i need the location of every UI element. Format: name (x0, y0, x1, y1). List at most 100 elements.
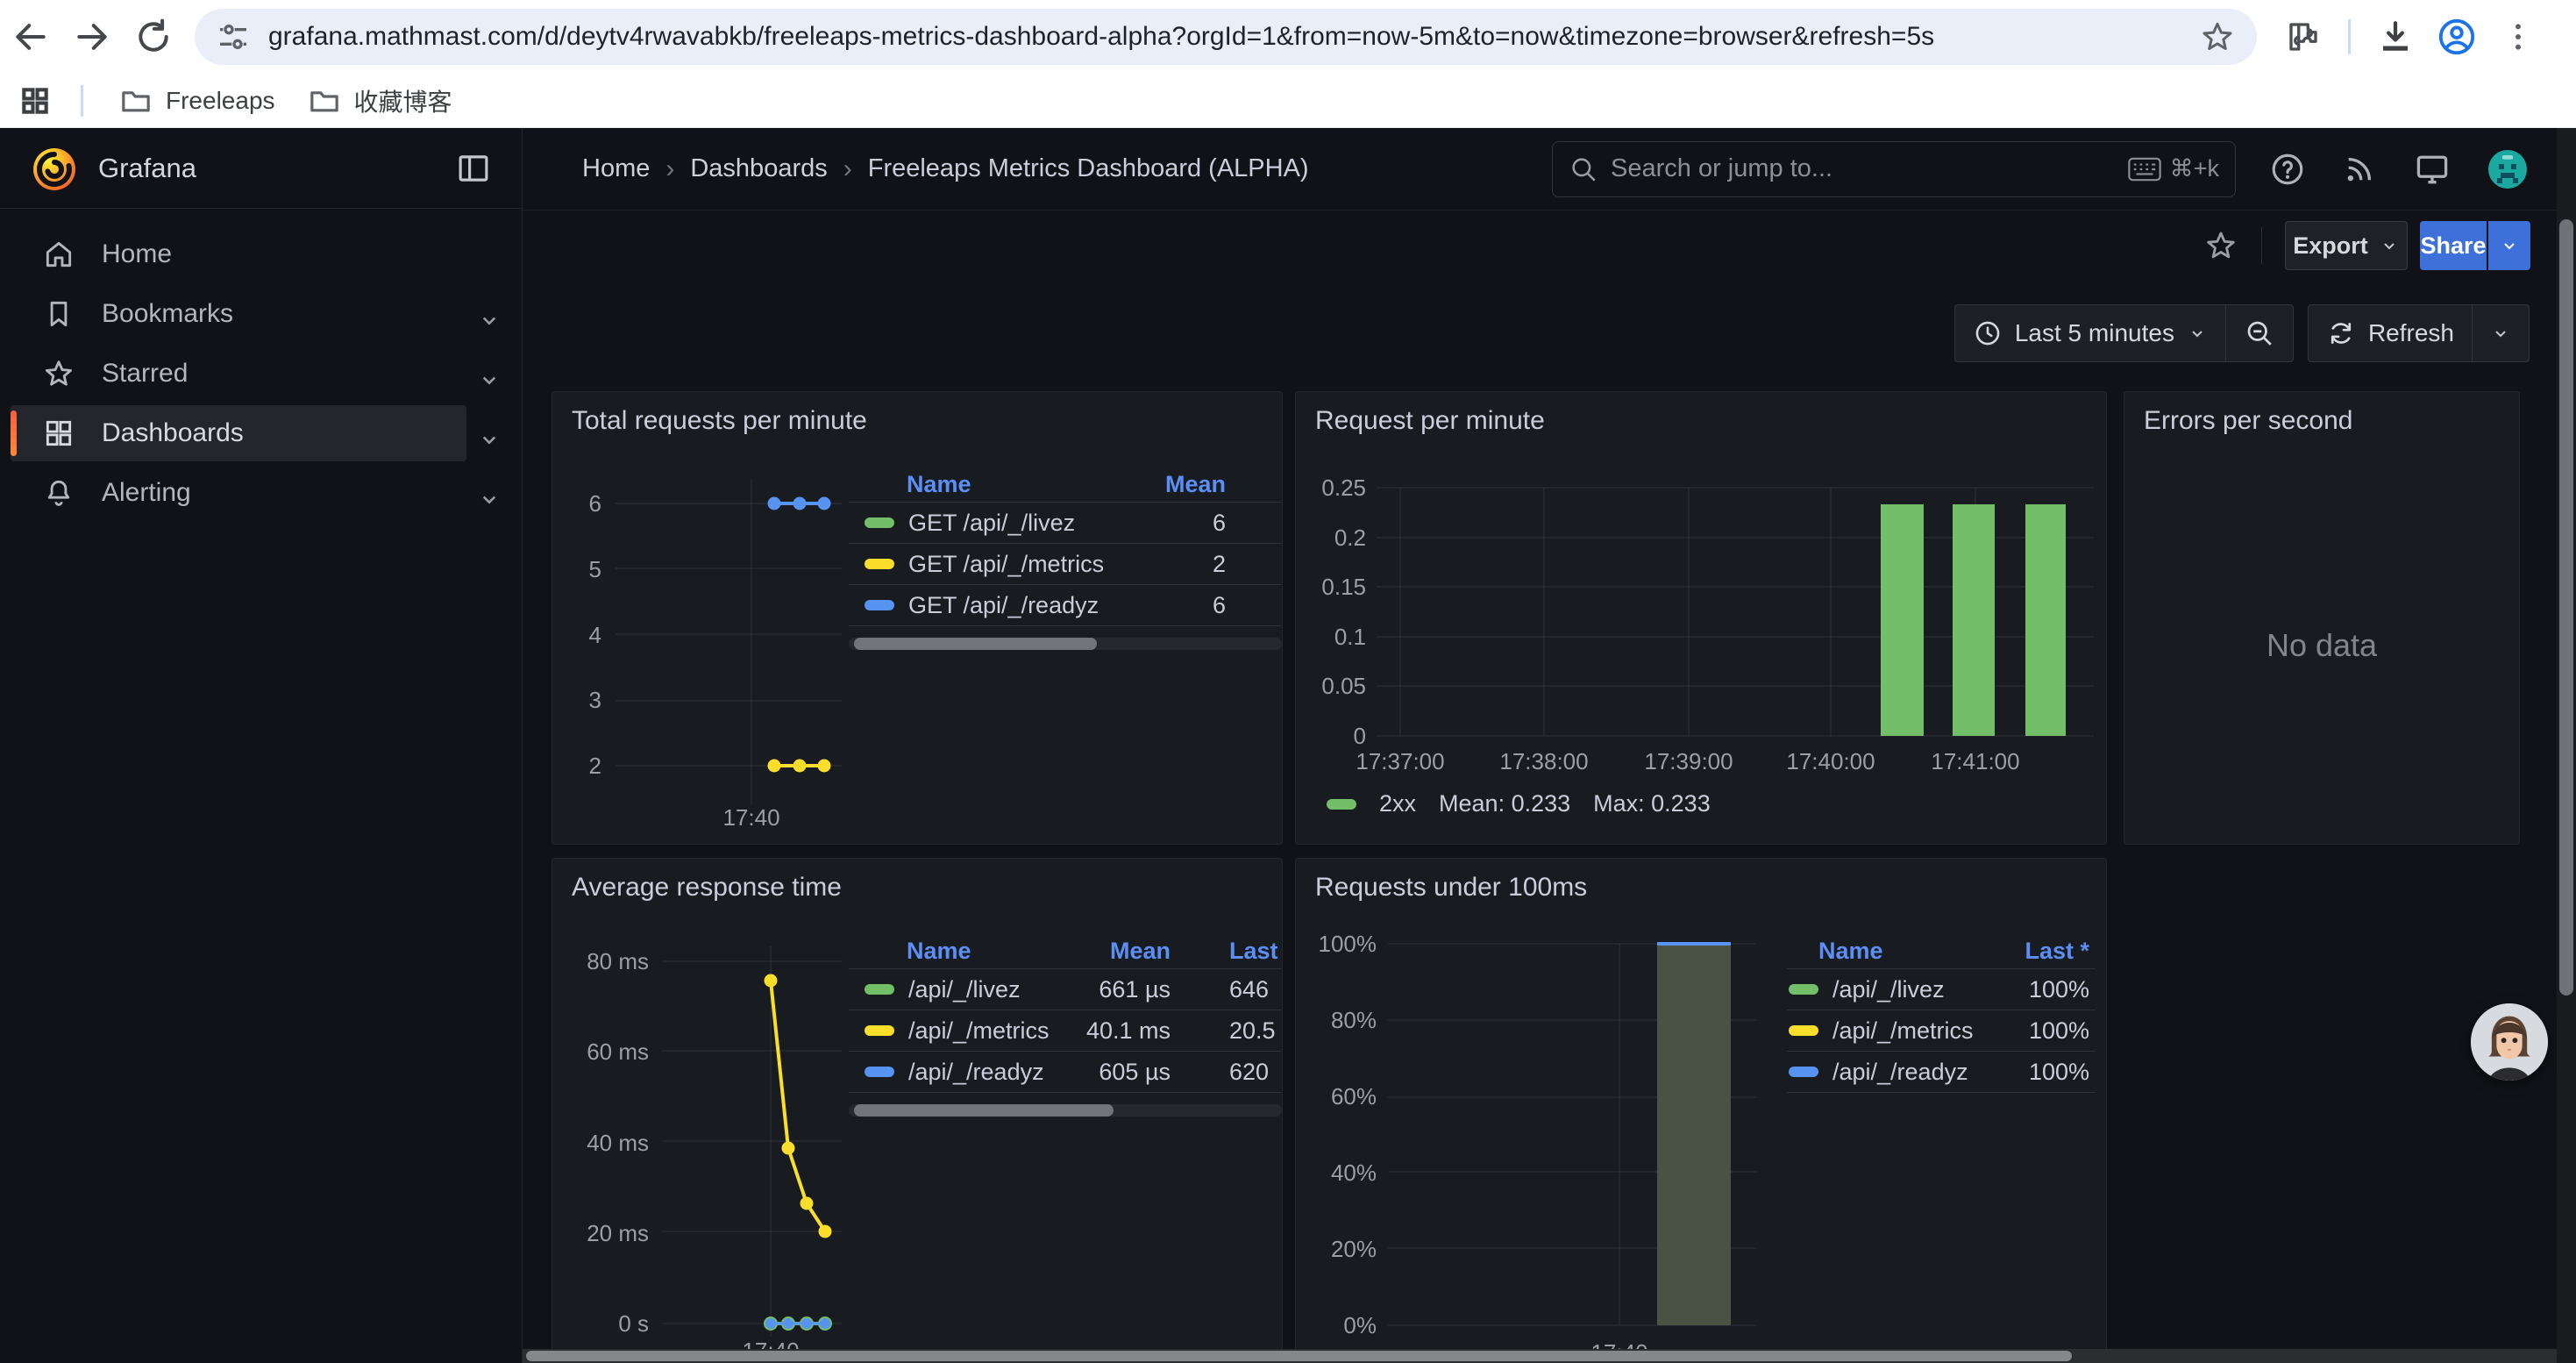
site-settings-icon[interactable] (216, 19, 251, 54)
legend-scrollbar-thumb[interactable] (854, 638, 1097, 650)
sidebar-item-bookmarks[interactable]: Bookmarks (0, 286, 522, 342)
series-last: 100% (2029, 976, 2089, 1003)
apps-button[interactable] (9, 70, 61, 132)
share-button[interactable]: Share (2420, 221, 2487, 270)
dashboards-grid-icon (42, 417, 75, 450)
legend-scrollbar[interactable] (849, 1104, 1282, 1117)
chevron-down-icon (2490, 323, 2511, 344)
dock-sidebar-icon[interactable] (455, 150, 492, 187)
series-name[interactable]: 2xx (1379, 790, 1416, 817)
series-name[interactable]: /api/_/readyz (1832, 1059, 1968, 1086)
export-button[interactable]: Export (2285, 221, 2408, 270)
legend-col-name[interactable]: Name (1818, 938, 1883, 965)
series-name[interactable]: GET /api/_/metrics (908, 551, 1104, 578)
legend-row[interactable]: /api/_/livez 100% (1787, 969, 2096, 1010)
series-max: Max: 0.233 (1593, 790, 1711, 817)
bell-icon (42, 476, 75, 510)
legend-header: Name Mean (849, 467, 1282, 503)
x-tick: 17:39:00 (1644, 748, 1733, 775)
home-icon (42, 238, 75, 271)
legend-col-mean[interactable]: Mean (1110, 938, 1171, 965)
extensions-button[interactable] (2273, 6, 2334, 68)
news-rss-icon[interactable] (2341, 151, 2378, 188)
export-label: Export (2293, 232, 2368, 260)
series-name[interactable]: /api/_/livez (908, 976, 1021, 1003)
legend-row[interactable]: GET /api/_/metrics 2 (849, 544, 1282, 585)
x-tick: 17:38:00 (1499, 748, 1588, 775)
series-color-pill (865, 1067, 894, 1077)
sidebar-item-dashboards[interactable]: Dashboards (0, 405, 522, 461)
area-100-percent (1657, 944, 1731, 1325)
sidebar-item-home[interactable]: Home (0, 226, 522, 282)
bookmark-folder-freeleaps[interactable]: Freeleaps (103, 80, 291, 122)
breadcrumb-home[interactable]: Home (582, 154, 650, 183)
legend-col-mean[interactable]: Mean (1165, 471, 1226, 498)
series-readyz (768, 497, 831, 510)
favorite-star-icon[interactable] (2203, 228, 2238, 263)
legend-scrollbar[interactable] (849, 638, 1282, 650)
bookmark-folder-blogs[interactable]: 收藏博客 (291, 80, 468, 122)
time-range-label: Last 5 minutes (2015, 319, 2174, 347)
refresh-interval-button[interactable] (2473, 305, 2529, 361)
legend-row[interactable]: /api/_/readyz 100% (1787, 1052, 2096, 1093)
time-range-group: Last 5 minutes (1954, 304, 2294, 362)
panel-title[interactable]: Errors per second (2144, 406, 2352, 436)
horizontal-scrollbar[interactable] (523, 1349, 2557, 1363)
zoom-out-button[interactable] (2226, 305, 2293, 361)
legend-scrollbar-thumb[interactable] (854, 1104, 1114, 1117)
refresh-button[interactable]: Refresh (2309, 305, 2472, 361)
profile-button[interactable] (2426, 6, 2487, 68)
forward-button[interactable] (61, 6, 123, 68)
legend-row[interactable]: /api/_/livez 661 µs 646 (849, 969, 1282, 1010)
series-name[interactable]: /api/_/readyz (908, 1059, 1044, 1086)
sidebar-item-alerting[interactable]: Alerting (0, 465, 522, 521)
series-name[interactable]: GET /api/_/livez (908, 510, 1075, 537)
user-avatar[interactable] (2487, 148, 2529, 190)
vertical-scrollbar-thumb[interactable] (2559, 219, 2573, 995)
breadcrumb-current: Freeleaps Metrics Dashboard (ALPHA) (868, 154, 1309, 183)
chevron-down-icon[interactable] (476, 486, 502, 512)
chevron-down-icon[interactable] (476, 426, 502, 453)
sidebar-item-starred[interactable]: Starred (0, 346, 522, 402)
vertical-scrollbar[interactable] (2557, 128, 2576, 1363)
floating-assistant-avatar[interactable] (2471, 1003, 2548, 1081)
legend-row[interactable]: GET /api/_/livez 6 (849, 503, 1282, 544)
time-range-button[interactable]: Last 5 minutes (1955, 305, 2225, 361)
breadcrumb-dashboards[interactable]: Dashboards (690, 154, 827, 183)
url-text[interactable]: grafana.mathmast.com/d/deytv4rwavabkb/fr… (268, 22, 2199, 52)
legend-table: Name Mean Last * /api/_/livez 661 µs 646… (849, 934, 1282, 1117)
series-name[interactable]: /api/_/metrics (1832, 1017, 1974, 1045)
folder-icon (307, 83, 342, 118)
legend-row[interactable]: /api/_/metrics 100% (1787, 1010, 2096, 1052)
bar-chart-plot[interactable] (1296, 392, 2107, 845)
bookmark-star-icon[interactable] (2199, 18, 2236, 55)
grafana-brand[interactable]: Grafana (98, 153, 455, 184)
series-name[interactable]: GET /api/_/readyz (908, 592, 1099, 619)
legend-col-last[interactable]: Last * (2025, 938, 2089, 965)
legend-row[interactable]: /api/_/readyz 605 µs 620 (849, 1052, 1282, 1093)
x-tick: 17:41:00 (1931, 748, 2019, 775)
series-last: 620 (1229, 1059, 1269, 1086)
search-input[interactable]: Search or jump to... ⌘+k (1552, 141, 2236, 197)
series-mean: 661 µs (1099, 976, 1171, 1003)
legend-row[interactable]: GET /api/_/readyz 6 (849, 585, 1282, 626)
legend-row[interactable]: /api/_/metrics 40.1 ms 20.5 m (849, 1010, 1282, 1052)
share-menu-button[interactable] (2488, 221, 2530, 270)
series-mean: 2 (1213, 551, 1226, 578)
legend-col-name[interactable]: Name (907, 471, 971, 498)
downloads-button[interactable] (2365, 6, 2426, 68)
help-icon[interactable] (2269, 151, 2306, 188)
horizontal-scrollbar-thumb[interactable] (526, 1351, 2072, 1361)
reload-button[interactable] (123, 6, 184, 68)
series-name[interactable]: /api/_/metrics (908, 1017, 1050, 1045)
back-button[interactable] (0, 6, 61, 68)
browser-menu-button[interactable] (2487, 6, 2549, 68)
series-name[interactable]: /api/_/livez (1832, 976, 1945, 1003)
chevron-down-icon[interactable] (476, 307, 502, 333)
monitor-icon[interactable] (2413, 150, 2451, 189)
chevron-down-icon[interactable] (476, 367, 502, 393)
legend-col-name[interactable]: Name (907, 938, 971, 965)
address-bar[interactable]: grafana.mathmast.com/d/deytv4rwavabkb/fr… (195, 9, 2257, 65)
clock-icon (1973, 318, 2003, 348)
legend-col-last[interactable]: Last * (1229, 938, 1282, 965)
